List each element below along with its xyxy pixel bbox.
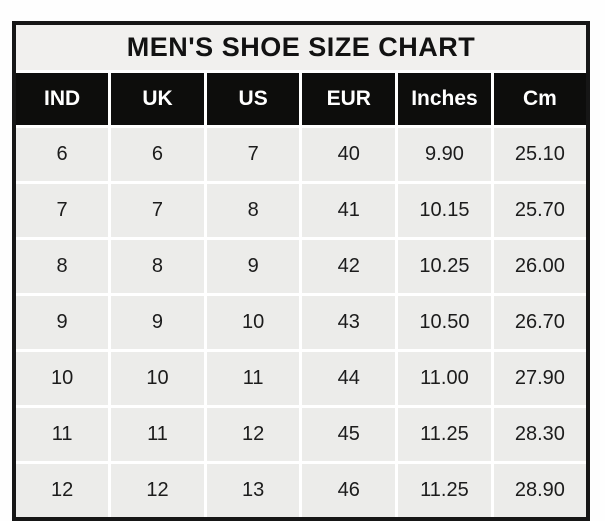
cell-uk: 6 (108, 125, 207, 184)
cell-cm: 25.10 (490, 125, 590, 184)
cell-us: 10 (203, 293, 303, 352)
cell-uk: 9 (108, 293, 207, 352)
cell-ind: 7 (12, 181, 112, 240)
column-header-us: US (203, 70, 303, 128)
table-row: 11 11 12 45 11.25 28.30 (12, 405, 590, 464)
cell-ind: 10 (12, 349, 112, 408)
column-header-ind: IND (12, 70, 112, 128)
cell-uk: 10 (108, 349, 207, 408)
cell-eur: 42 (299, 237, 399, 296)
cell-inches: 9.90 (395, 125, 494, 184)
table-row: 12 12 13 46 11.25 28.90 (12, 461, 590, 521)
cell-cm: 26.00 (490, 237, 590, 296)
cell-ind: 9 (12, 293, 112, 352)
cell-ind: 6 (12, 125, 112, 184)
cell-inches: 10.25 (395, 237, 494, 296)
shoe-size-chart-table: MEN'S SHOE SIZE CHART IND UK US EUR Inch… (12, 21, 590, 521)
cell-uk: 12 (108, 461, 207, 521)
column-header-eur: EUR (299, 70, 399, 128)
cell-cm: 25.70 (490, 181, 590, 240)
cell-cm: 26.70 (490, 293, 590, 352)
cell-inches: 10.15 (395, 181, 494, 240)
cell-eur: 41 (299, 181, 399, 240)
column-header-uk: UK (108, 70, 207, 128)
cell-us: 9 (203, 237, 303, 296)
cell-cm: 28.30 (490, 405, 590, 464)
table-head: MEN'S SHOE SIZE CHART IND UK US EUR Inch… (12, 21, 590, 128)
cell-ind: 11 (12, 405, 112, 464)
table-row: 6 6 7 40 9.90 25.10 (12, 125, 590, 184)
cell-eur: 43 (299, 293, 399, 352)
cell-inches: 11.25 (395, 461, 494, 521)
table-row: 10 10 11 44 11.00 27.90 (12, 349, 590, 408)
cell-us: 12 (203, 405, 303, 464)
header-row: IND UK US EUR Inches Cm (12, 70, 590, 128)
cell-us: 8 (203, 181, 303, 240)
table-body: 6 6 7 40 9.90 25.10 7 7 8 41 10.15 25.70… (12, 125, 590, 521)
column-header-cm: Cm (490, 70, 590, 128)
cell-eur: 45 (299, 405, 399, 464)
cell-ind: 12 (12, 461, 112, 521)
cell-cm: 28.90 (490, 461, 590, 521)
column-header-inches: Inches (395, 70, 494, 128)
cell-uk: 11 (108, 405, 207, 464)
cell-us: 7 (203, 125, 303, 184)
table-row: 8 8 9 42 10.25 26.00 (12, 237, 590, 296)
table-row: 9 9 10 43 10.50 26.70 (12, 293, 590, 352)
cell-uk: 8 (108, 237, 207, 296)
cell-inches: 10.50 (395, 293, 494, 352)
cell-cm: 27.90 (490, 349, 590, 408)
cell-eur: 44 (299, 349, 399, 408)
cell-ind: 8 (12, 237, 112, 296)
cell-us: 13 (203, 461, 303, 521)
chart-title: MEN'S SHOE SIZE CHART (12, 21, 590, 73)
table-row: 7 7 8 41 10.15 25.70 (12, 181, 590, 240)
cell-us: 11 (203, 349, 303, 408)
cell-eur: 40 (299, 125, 399, 184)
cell-inches: 11.25 (395, 405, 494, 464)
title-row: MEN'S SHOE SIZE CHART (12, 21, 590, 73)
cell-eur: 46 (299, 461, 399, 521)
cell-uk: 7 (108, 181, 207, 240)
cell-inches: 11.00 (395, 349, 494, 408)
